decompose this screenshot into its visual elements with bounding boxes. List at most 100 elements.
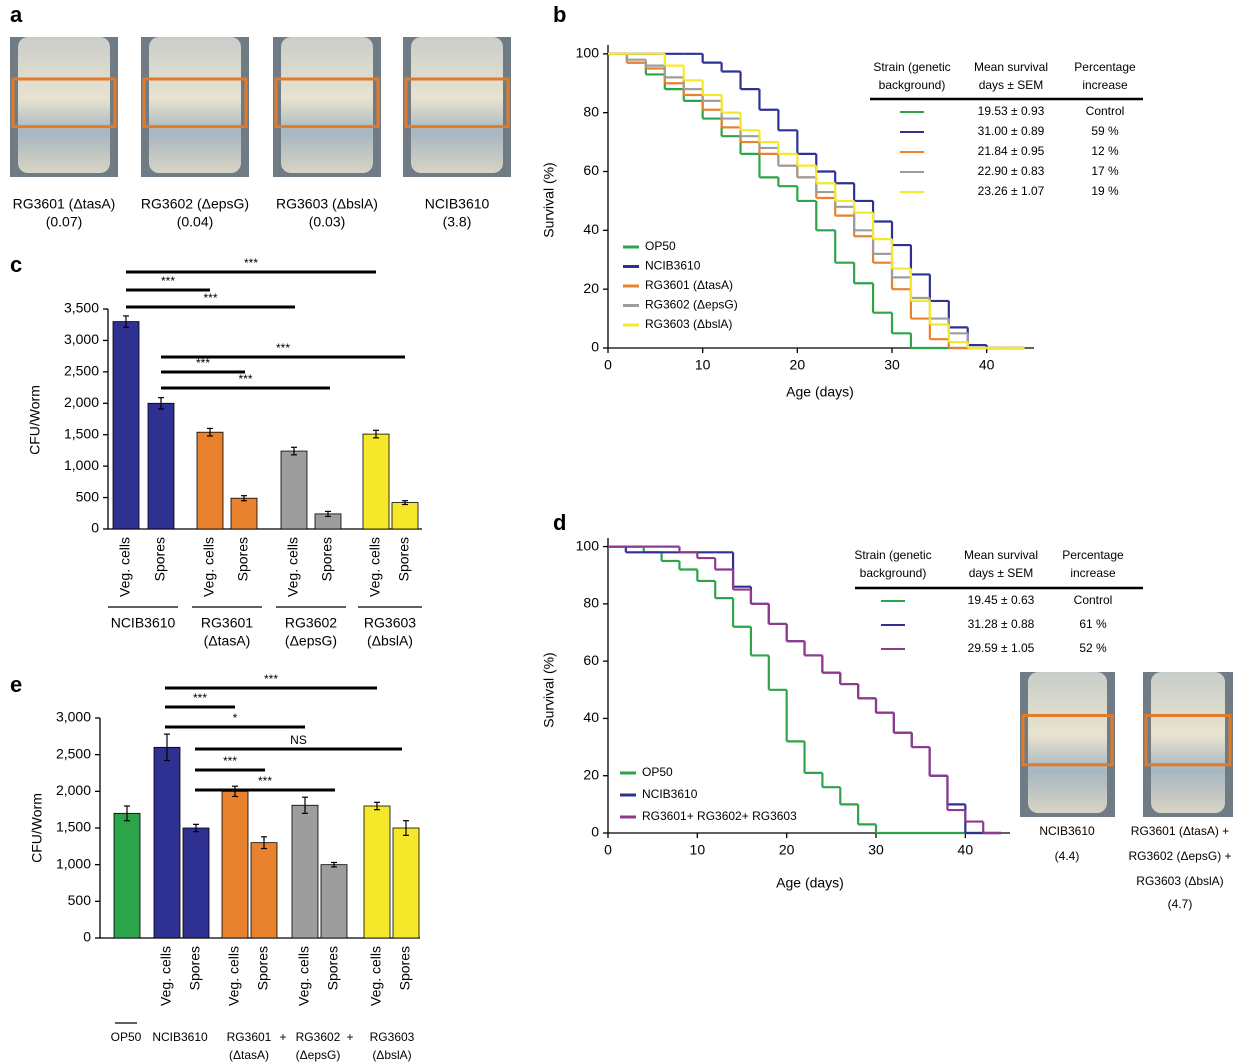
table-cell: 23.26 ± 1.07 — [978, 184, 1045, 198]
group-label: (ΔbslA) — [367, 633, 413, 649]
y-tick-label: 40 — [583, 221, 599, 237]
y-tick-label: 3,000 — [64, 331, 99, 347]
y-tick-label: 3,500 — [64, 300, 99, 316]
y-tick-label: 2,500 — [56, 745, 91, 761]
photo-tube — [149, 37, 241, 173]
group-label: RG3602 — [285, 615, 337, 631]
table-cell: 19.53 ± 0.93 — [978, 104, 1045, 118]
panel-letter: a — [10, 2, 23, 27]
photo-caption: RG3601 (ΔtasA) + — [1131, 824, 1229, 838]
bar — [280, 450, 308, 530]
x-tick-label: Spores — [325, 946, 341, 990]
y-tick-label: 0 — [91, 520, 99, 536]
group-label: + — [279, 1030, 286, 1044]
x-tick-label: 20 — [779, 842, 795, 858]
photo-highlight — [404, 77, 510, 129]
photo-highlight — [274, 77, 380, 129]
panel-letter: b — [553, 2, 566, 27]
bar — [196, 431, 224, 530]
y-tick-label: 0 — [591, 824, 599, 840]
x-tick-label: Veg. cells — [201, 537, 217, 597]
y-tick-label: 20 — [583, 766, 599, 782]
table-header: days ± SEM — [969, 566, 1034, 580]
table-header: Percentage — [1062, 548, 1124, 562]
bar — [113, 812, 141, 939]
legend-label: NCIB3610 — [642, 787, 698, 801]
group-label: OP50 — [111, 1030, 142, 1044]
y-tick-label: 0 — [83, 929, 91, 945]
significance-label: *** — [203, 291, 217, 305]
legend-label: OP50 — [645, 239, 676, 253]
x-tick-label: 30 — [884, 357, 900, 373]
x-tick-label: 10 — [690, 842, 706, 858]
legend-label: RG3601+ RG3602+ RG3603 — [642, 809, 797, 823]
photo-highlight — [142, 77, 248, 129]
x-tick-label: Veg. cells — [368, 946, 384, 1006]
x-tick-label: 0 — [604, 842, 612, 858]
bar — [221, 790, 249, 939]
y-tick-label: 60 — [583, 162, 599, 178]
x-tick-label: Veg. cells — [226, 946, 242, 1006]
bar — [153, 746, 181, 939]
x-tick-label: Spores — [396, 537, 412, 581]
table-cell: 22.90 ± 0.83 — [978, 164, 1045, 178]
group-label: RG3601 — [201, 615, 253, 631]
group-label: (ΔtasA) — [229, 1048, 269, 1062]
y-tick-label: 2,000 — [64, 394, 99, 410]
group-label: (ΔbslA) — [372, 1048, 411, 1062]
x-axis-label: Age (days) — [776, 875, 844, 891]
table-cell: 17 % — [1091, 164, 1119, 178]
group-label: + — [346, 1030, 353, 1044]
x-tick-label: Spores — [255, 946, 271, 990]
x-tick-label: 0 — [604, 357, 612, 373]
bar — [320, 864, 348, 939]
significance-label: *** — [193, 691, 207, 705]
bar — [112, 321, 140, 530]
legend-label: OP50 — [642, 765, 673, 779]
bar — [363, 805, 391, 939]
x-tick-label: Veg. cells — [296, 946, 312, 1006]
y-tick-label: 500 — [68, 892, 92, 908]
x-tick-label: 30 — [868, 842, 884, 858]
photo-value: (0.04) — [177, 214, 214, 230]
group-label: RG3603 — [364, 615, 416, 631]
photo-tube — [281, 37, 373, 173]
table-cell: 31.00 ± 0.89 — [978, 124, 1045, 138]
group-label: (ΔepsG) — [285, 633, 337, 649]
table-cell: 59 % — [1091, 124, 1119, 138]
x-tick-label: 40 — [979, 357, 995, 373]
photo-caption: NCIB3610 — [425, 196, 490, 212]
significance-label: * — [233, 711, 238, 725]
table-cell: Control — [1086, 104, 1125, 118]
bar — [250, 842, 278, 939]
photo-value: (0.07) — [46, 214, 83, 230]
bar — [182, 827, 210, 939]
group-label: RG3601 — [227, 1030, 272, 1044]
table-header: Mean survival — [974, 60, 1048, 74]
bar — [391, 502, 419, 530]
photo-highlight — [11, 77, 117, 129]
y-tick-label: 2,500 — [64, 363, 99, 379]
table-cell: 29.59 ± 1.05 — [968, 641, 1035, 655]
table-header: background) — [860, 566, 927, 580]
photo-caption: RG3603 (ΔbslA) — [1136, 874, 1223, 888]
y-tick-label: 1,500 — [56, 819, 91, 835]
significance-label: *** — [244, 256, 258, 270]
photo-caption: RG3602 (ΔepsG) — [141, 196, 249, 212]
group-label: (ΔtasA) — [204, 633, 251, 649]
table-cell: 52 % — [1079, 641, 1107, 655]
photo-tube — [18, 37, 110, 173]
photo-tube — [411, 37, 503, 173]
bar — [392, 827, 420, 939]
table-cell: Control — [1074, 593, 1113, 607]
x-tick-label: Spores — [319, 537, 335, 581]
legend-label: RG3603 (ΔbslA) — [645, 317, 732, 331]
y-tick-label: 1,000 — [64, 457, 99, 473]
table-header: background) — [879, 78, 946, 92]
y-tick-label: 2,000 — [56, 782, 91, 798]
x-tick-label: Veg. cells — [158, 946, 174, 1006]
y-tick-label: 40 — [583, 709, 599, 725]
table-cell: 31.28 ± 0.88 — [968, 617, 1035, 631]
table-header: increase — [1070, 566, 1116, 580]
